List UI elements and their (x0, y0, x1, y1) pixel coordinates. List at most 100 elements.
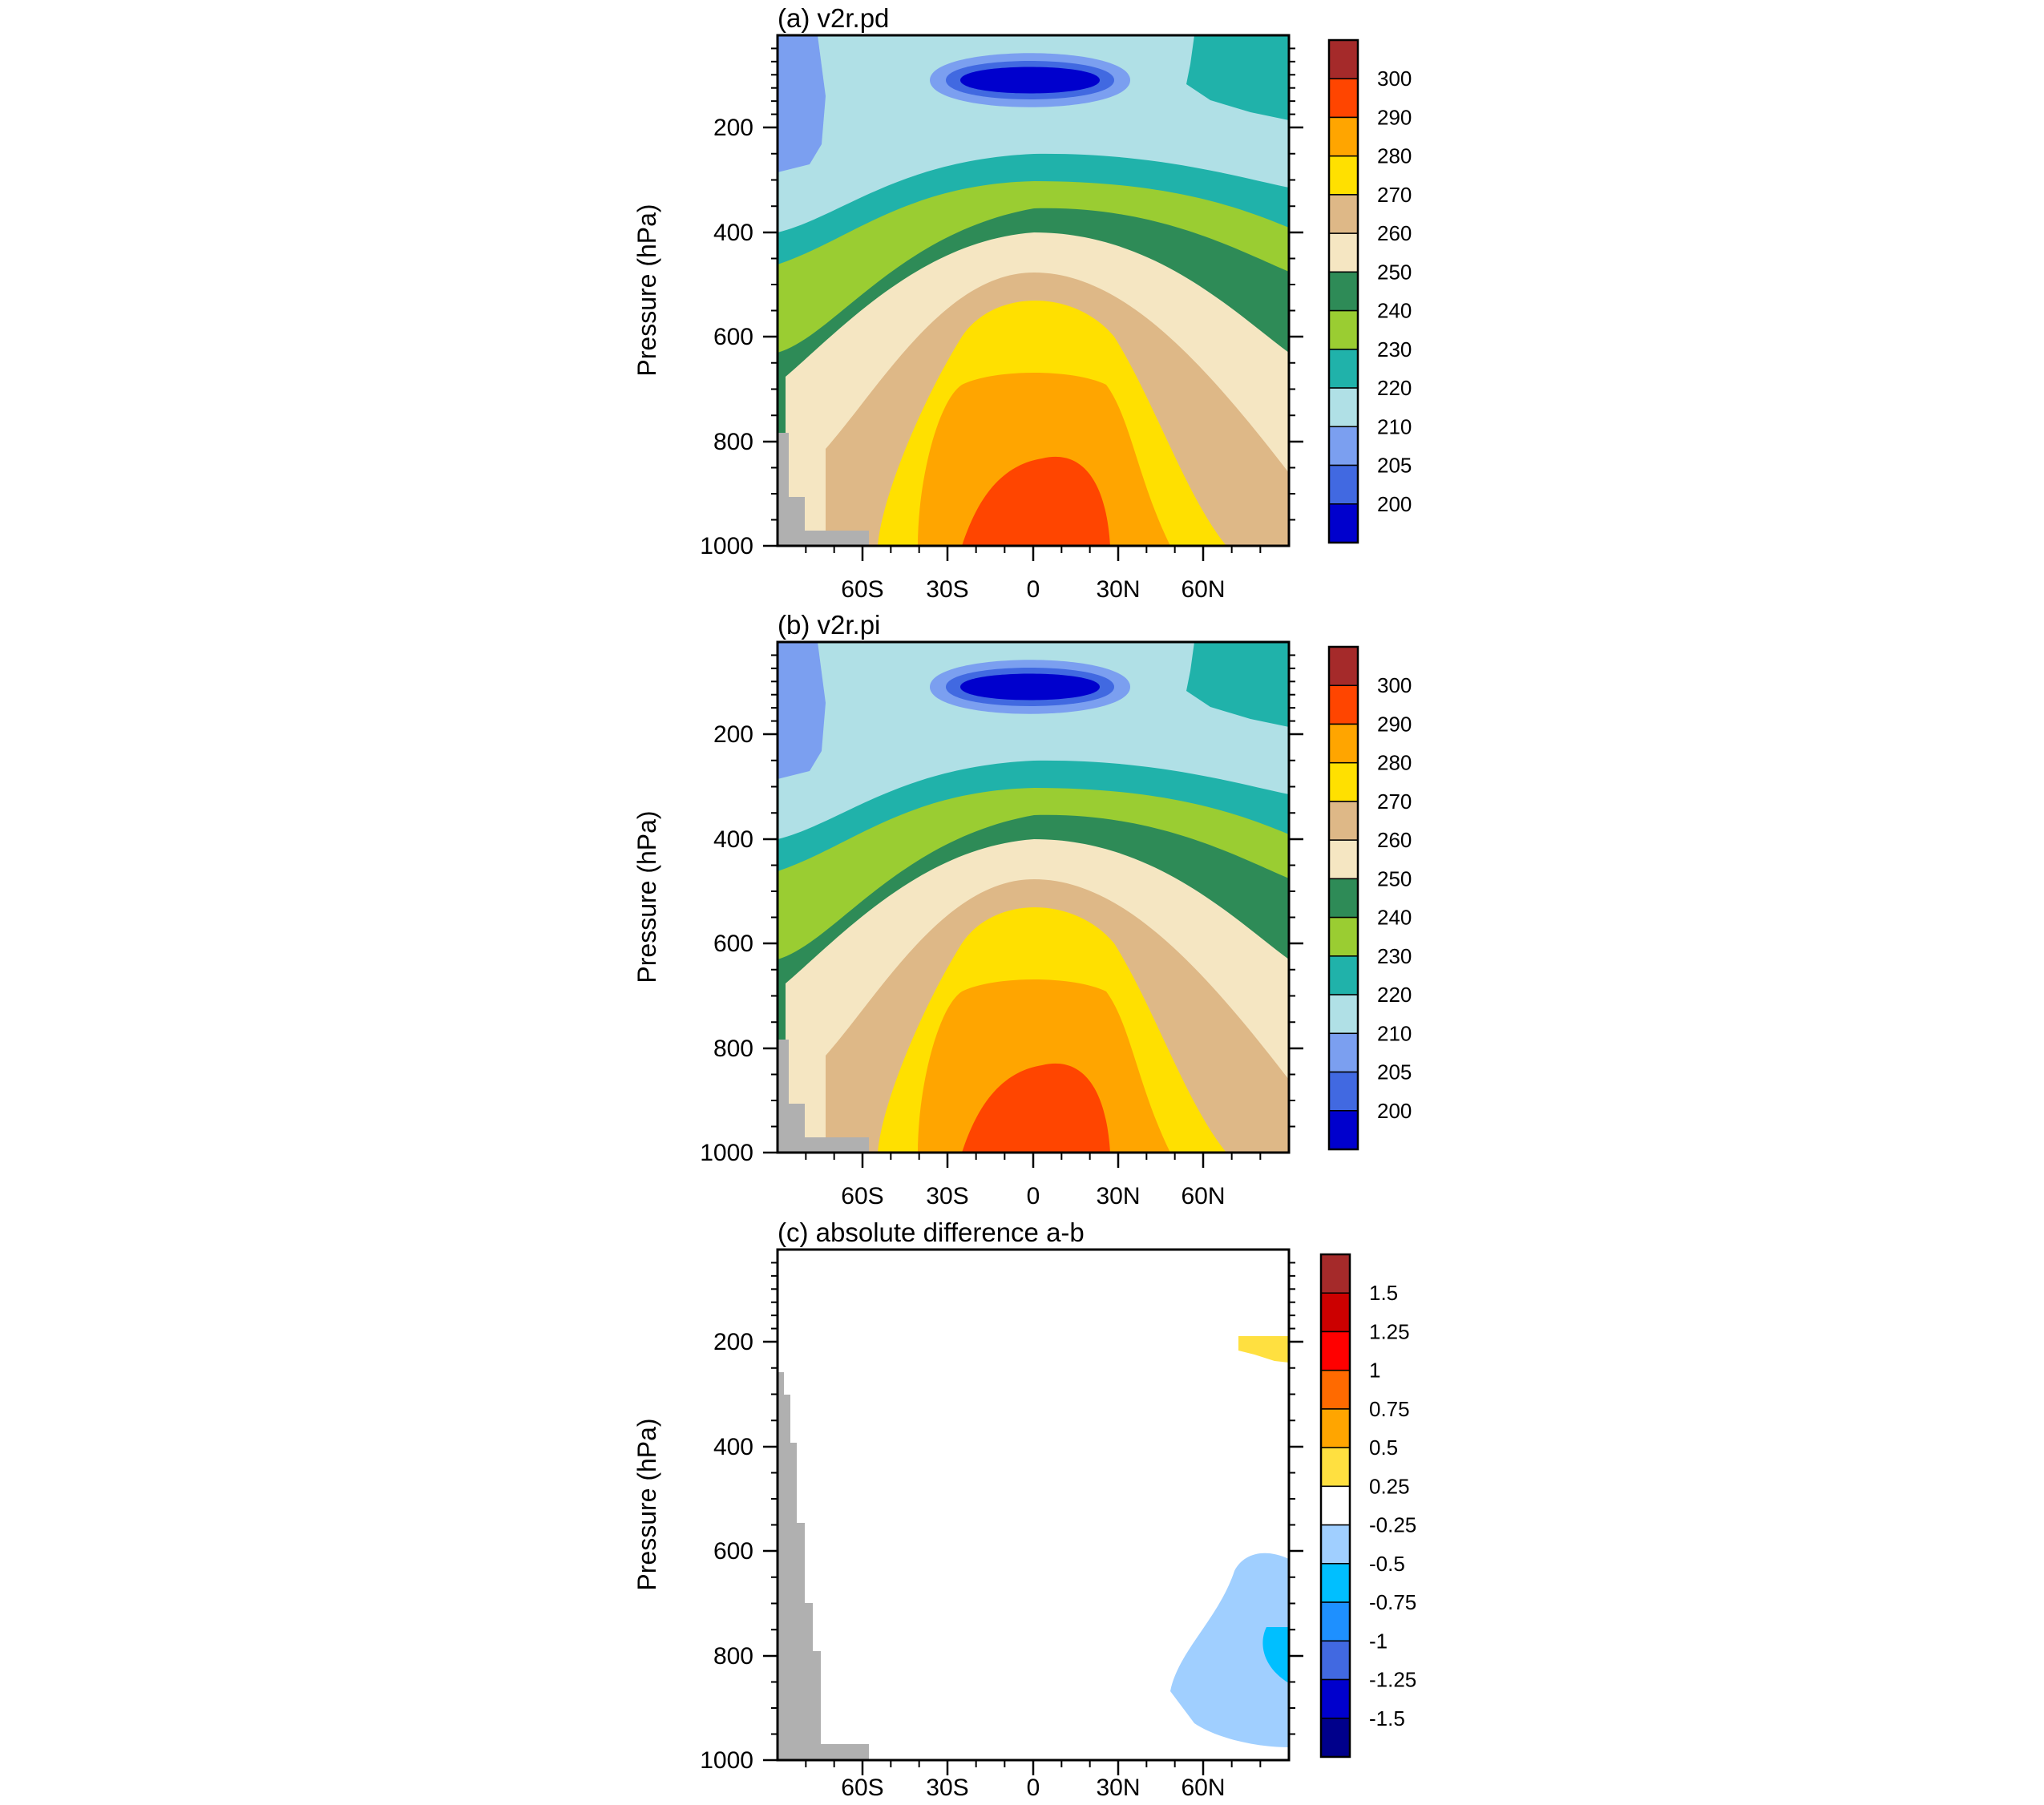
colorbar-c: 1.5 1.25 1 0.75 0.5 0.25 -0.25 -0.5 -0.75 -1 -1.25… (1319, 1253, 1416, 1759)
x-tick-labels-c: 60S 30S 0 30N 60N (841, 1775, 1225, 1801)
colorbar-label: 250 (1377, 260, 1412, 284)
x-tick-label: 30N (1096, 576, 1140, 603)
x-tick-label: 30S (926, 576, 968, 603)
colorbar-label: 220 (1377, 376, 1412, 400)
colorbar-swatch (1320, 1254, 1351, 1294)
colorbar-b: 300 290 280 270 260 250 240 230 220 210 205 200 (1327, 645, 1412, 1151)
colorbar-swatch (1328, 503, 1359, 543)
x-tick-label: 30N (1096, 1775, 1140, 1801)
colorbar-swatch (1320, 1678, 1351, 1719)
colorbar-label: 260 (1377, 221, 1412, 245)
colorbar-label: 280 (1377, 144, 1412, 168)
x-tick-label: 0 (1027, 576, 1040, 603)
colorbar-label: 270 (1377, 183, 1412, 207)
colorbar-label: 210 (1377, 1021, 1412, 1045)
colorbar-label: 0.5 (1369, 1436, 1398, 1460)
x-tick-label: 0 (1027, 1183, 1040, 1209)
colorbar-label: 230 (1377, 944, 1412, 968)
y-axis-label-c: Pressure (hPa) (632, 1418, 661, 1590)
x-ticks-a (861, 546, 1205, 561)
colorbar-swatch (1320, 1718, 1351, 1758)
colorbar-swatch (1328, 309, 1359, 350)
colorbar-swatch (1320, 1563, 1351, 1603)
y-tick-label: 800 (713, 1643, 753, 1670)
colorbar-swatch (1320, 1408, 1351, 1448)
y-tick-label: 400 (713, 826, 753, 853)
colorbar-swatch (1328, 916, 1359, 957)
colorbar-label: 230 (1377, 337, 1412, 361)
colorbar-swatch (1328, 1110, 1359, 1150)
panel-title-c: (c) absolute difference a-b (778, 1217, 1085, 1247)
colorbar-swatch (1320, 1524, 1351, 1565)
colorbar-swatch (1320, 1369, 1351, 1410)
x-ticks-b (861, 1153, 1205, 1168)
y-tick-label: 400 (713, 1434, 753, 1460)
y-ticks-b (763, 733, 1303, 1154)
colorbar-label: 240 (1377, 906, 1412, 930)
contour-field-a (778, 35, 1289, 546)
y-tick-label: 600 (713, 324, 753, 350)
x-tick-label: 60N (1181, 1183, 1225, 1209)
colorbar-swatch (1328, 271, 1359, 312)
colorbar-label: 300 (1377, 67, 1412, 91)
y-tick-label: 600 (713, 1538, 753, 1565)
y-tick-label: 600 (713, 931, 753, 957)
y-tick-label: 400 (713, 220, 753, 246)
colorbar-swatch (1328, 1032, 1359, 1073)
colorbar-swatch (1320, 1331, 1351, 1371)
x-ticks-c (861, 1760, 1205, 1775)
panel-title-b: (b) v2r.pi (778, 610, 880, 640)
y-axis-label-a: Pressure (hPa) (632, 204, 661, 376)
colorbar-swatch (1328, 387, 1359, 428)
colorbar-swatch (1328, 994, 1359, 1035)
y-axis-label-b: Pressure (hPa) (632, 810, 661, 983)
colorbar-swatch (1328, 839, 1359, 880)
colorbar-swatch (1328, 155, 1359, 196)
x-tick-label: 60N (1181, 1775, 1225, 1801)
x-tick-label: 60S (841, 576, 883, 603)
colorbar-swatch (1320, 1640, 1351, 1681)
colorbar-label: 1.5 (1369, 1281, 1398, 1305)
y-tick-label: 1000 (700, 1140, 753, 1166)
y-tick-label: 800 (713, 1036, 753, 1062)
colorbar-swatch (1328, 426, 1359, 466)
x-tick-label: 60S (841, 1775, 883, 1801)
colorbar-swatch (1328, 464, 1359, 505)
colorbar-swatch (1328, 801, 1359, 841)
x-tick-label: 30S (926, 1183, 968, 1209)
colorbar-label: 220 (1377, 983, 1412, 1007)
x-tick-label: 30N (1096, 1183, 1140, 1209)
y-tick-label: 1000 (700, 1747, 753, 1774)
colorbar-swatch (1328, 116, 1359, 157)
colorbar-swatch (1320, 1601, 1351, 1642)
colorbar-label: -1.25 (1369, 1668, 1416, 1692)
y-ticks-c (763, 1340, 1303, 1762)
contour-field-c (778, 1250, 1289, 1760)
colorbar-label: -0.75 (1369, 1590, 1416, 1614)
x-tick-label: 0 (1027, 1775, 1040, 1801)
colorbar-swatch (1328, 878, 1359, 919)
colorbar-swatch (1328, 194, 1359, 234)
colorbar-label: 0.25 (1369, 1474, 1410, 1498)
colorbar-label: 200 (1377, 492, 1412, 516)
y-tick-label: 200 (713, 1329, 753, 1355)
colorbar-swatch (1328, 39, 1359, 79)
colorbar-label: 1 (1369, 1359, 1380, 1383)
colorbar-swatch (1328, 349, 1359, 389)
x-tick-label: 60N (1181, 576, 1225, 603)
colorbar-label: 290 (1377, 105, 1412, 129)
colorbar-label: 240 (1377, 299, 1412, 323)
colorbar-label: 0.75 (1369, 1397, 1410, 1421)
y-tick-label: 200 (713, 115, 753, 141)
colorbar-swatch (1320, 1447, 1351, 1488)
x-tick-labels-b: 60S 30S 0 30N 60N (841, 1183, 1225, 1209)
colorbar-label: 210 (1377, 414, 1412, 438)
colorbar-swatch (1328, 955, 1359, 995)
panel-title-a: (a) v2r.pd (778, 3, 889, 33)
colorbar-swatch (1328, 684, 1359, 725)
y-tick-label: 800 (713, 429, 753, 455)
y-tick-label: 1000 (700, 533, 753, 559)
colorbar-label: -0.25 (1369, 1513, 1416, 1537)
contour-field-b (778, 642, 1289, 1153)
